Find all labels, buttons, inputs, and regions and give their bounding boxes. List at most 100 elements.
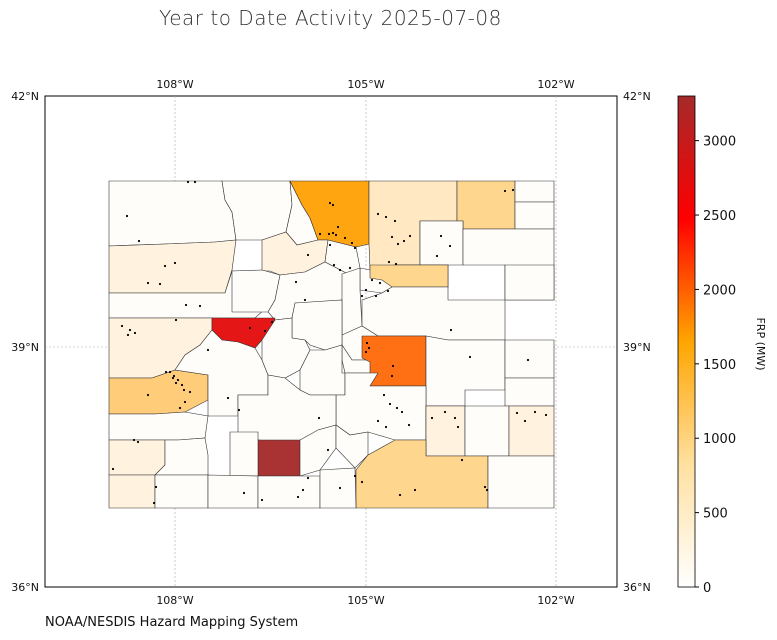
fire-detection-point: [483, 485, 487, 489]
fire-detection-point: [376, 212, 380, 216]
colorbar: [677, 95, 696, 588]
lat-label-right-36: 36°N: [623, 581, 651, 594]
county: [257, 475, 321, 509]
county: [108, 439, 166, 476]
fire-detection-point: [120, 324, 124, 328]
county: [425, 405, 466, 457]
fire-detection-point: [443, 410, 447, 414]
county: [514, 201, 555, 230]
fire-detection-point: [343, 236, 347, 240]
fire-detection-point: [171, 376, 175, 380]
county: [108, 180, 237, 247]
fire-detection-point: [327, 232, 331, 236]
page-title: Year to Date Activity 2025-07-08: [159, 6, 502, 30]
fire-detection-point: [174, 381, 178, 385]
fire-detection-point: [439, 234, 443, 238]
fire-detection-point: [226, 396, 230, 400]
fire-detection-point: [164, 370, 168, 374]
fire-detection-point: [132, 438, 136, 442]
fire-detection-point: [386, 289, 390, 293]
fire-detection-point: [182, 388, 186, 392]
fire-detection-point: [398, 493, 402, 497]
fire-detection-point: [388, 402, 392, 406]
fire-detection-point: [198, 304, 202, 308]
fire-detection-point: [154, 485, 158, 489]
fire-detection-point: [456, 425, 460, 429]
fire-detection-point: [526, 358, 530, 362]
fire-detection-point: [374, 294, 378, 298]
county: [487, 455, 555, 509]
fire-detection-point: [413, 488, 417, 492]
county: [319, 467, 357, 509]
colorbar-tick-label: 2000: [703, 283, 736, 298]
county: [229, 431, 259, 477]
fire-detection-point: [303, 298, 307, 302]
county: [504, 339, 555, 379]
lon-label-top-102: 102°W: [537, 78, 574, 91]
fire-detection-point: [523, 419, 527, 423]
county: [514, 180, 555, 203]
fire-detection-point: [318, 232, 322, 236]
fire-detection-point: [237, 408, 241, 412]
fire-detection-point: [511, 188, 515, 192]
lat-label-right-42: 42°N: [623, 90, 651, 103]
county-layer: [108, 180, 555, 509]
county: [464, 405, 510, 457]
fire-detection-point: [331, 231, 335, 235]
fire-detection-point: [176, 378, 180, 382]
fire-detection-point: [158, 282, 162, 286]
fire-detection-point: [365, 341, 369, 345]
fire-detection-point: [391, 364, 395, 368]
fire-detection-point: [435, 254, 439, 258]
county: [508, 405, 555, 457]
fire-detection-point: [396, 242, 400, 246]
lon-label-top-105: 105°W: [347, 78, 384, 91]
fire-detection-point: [394, 262, 398, 266]
county: [456, 180, 516, 230]
lon-label-bottom-108: 108°W: [156, 594, 193, 607]
fire-detection-point: [364, 288, 368, 292]
colorbar-tick-label: 1000: [703, 432, 736, 447]
fire-detection-point: [390, 235, 394, 239]
fire-detection-point: [168, 370, 172, 374]
lon-label-top-108: 108°W: [156, 78, 193, 91]
fire-detection-point: [336, 225, 340, 229]
fire-detection-point: [270, 320, 274, 324]
fire-detection-point: [353, 474, 357, 478]
county: [154, 437, 209, 476]
fire-detection-point: [544, 413, 548, 417]
fire-detection-point: [248, 326, 252, 330]
fire-detection-point: [136, 440, 140, 444]
colorbar-tick-label: 0: [703, 581, 711, 596]
county: [341, 267, 363, 336]
fire-detection-point: [328, 243, 332, 247]
lon-label-bottom-105: 105°W: [347, 594, 384, 607]
fire-detection-point: [334, 233, 338, 237]
fire-detection-point: [350, 241, 354, 245]
fire-detection-point: [407, 423, 411, 427]
lat-label-right-39: 39°N: [623, 341, 651, 354]
fire-detection-point: [378, 281, 382, 285]
colorbar-tick-label: 1500: [703, 358, 736, 373]
fire-detection-point: [125, 214, 129, 218]
fire-detection-point: [296, 495, 300, 499]
fire-detection-point: [376, 419, 380, 423]
fire-detection-point: [306, 476, 310, 480]
colorbar-label: FRP (MW): [754, 317, 767, 370]
fire-detection-point: [348, 266, 352, 270]
fire-detection-point: [370, 278, 374, 282]
fire-detection-point: [533, 410, 537, 414]
lat-label-left-36: 36°N: [11, 581, 39, 594]
fire-detection-point: [186, 180, 190, 184]
fire-detection-point: [449, 328, 453, 332]
county: [504, 377, 555, 407]
county: [419, 220, 464, 266]
fire-detection-point: [384, 215, 388, 219]
fire-detection-point: [453, 416, 457, 420]
fire-detection-point: [364, 350, 368, 354]
county: [108, 474, 156, 509]
fire-detection-point: [242, 491, 246, 495]
fire-detection-point: [390, 374, 394, 378]
fire-detection-point: [306, 253, 310, 257]
